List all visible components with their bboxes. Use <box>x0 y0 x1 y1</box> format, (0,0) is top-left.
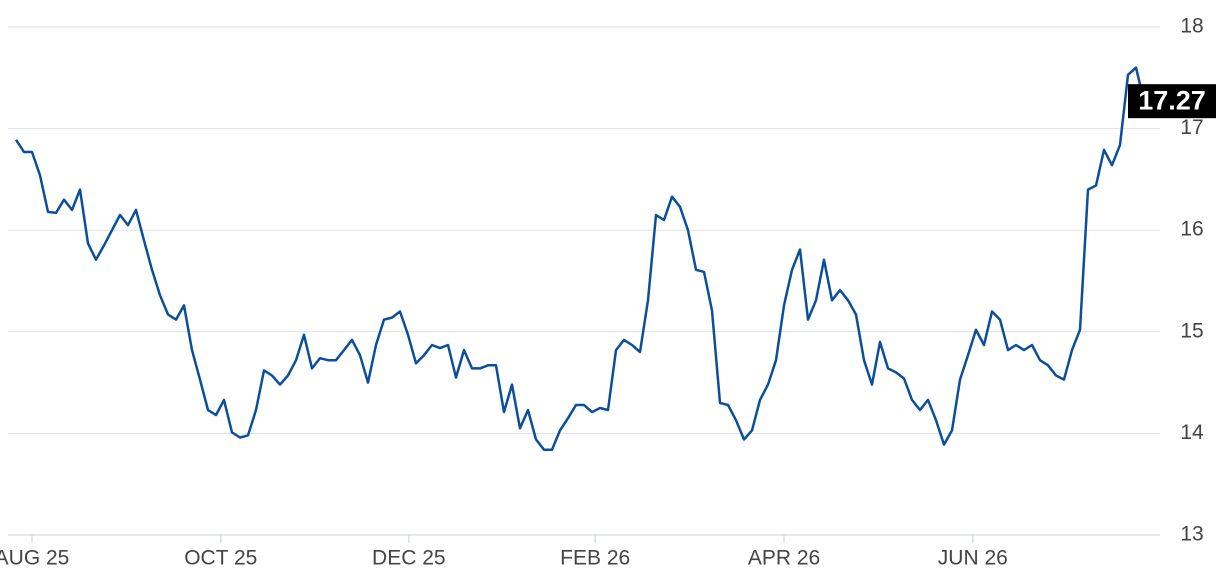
y-tick-label: 15 <box>1180 319 1203 342</box>
x-tick-label: OCT 25 <box>184 547 257 570</box>
x-tick-label: APR 26 <box>748 547 820 570</box>
x-tick-label: JUN 26 <box>938 547 1008 570</box>
last-value-label: 17.27 <box>1138 85 1206 115</box>
y-tick-label: 13 <box>1180 523 1203 546</box>
x-tick-label: AUG 25 <box>0 547 69 570</box>
y-tick-label: 14 <box>1180 421 1204 444</box>
last-value-box <box>1128 84 1216 119</box>
x-tick-label: FEB 26 <box>560 547 630 570</box>
price-line <box>14 66 1146 451</box>
y-tick-label: 16 <box>1180 218 1203 241</box>
x-tick-label: DEC 25 <box>372 547 446 570</box>
y-tick-label: 18 <box>1180 15 1203 38</box>
y-tick-label: 17 <box>1180 116 1203 139</box>
